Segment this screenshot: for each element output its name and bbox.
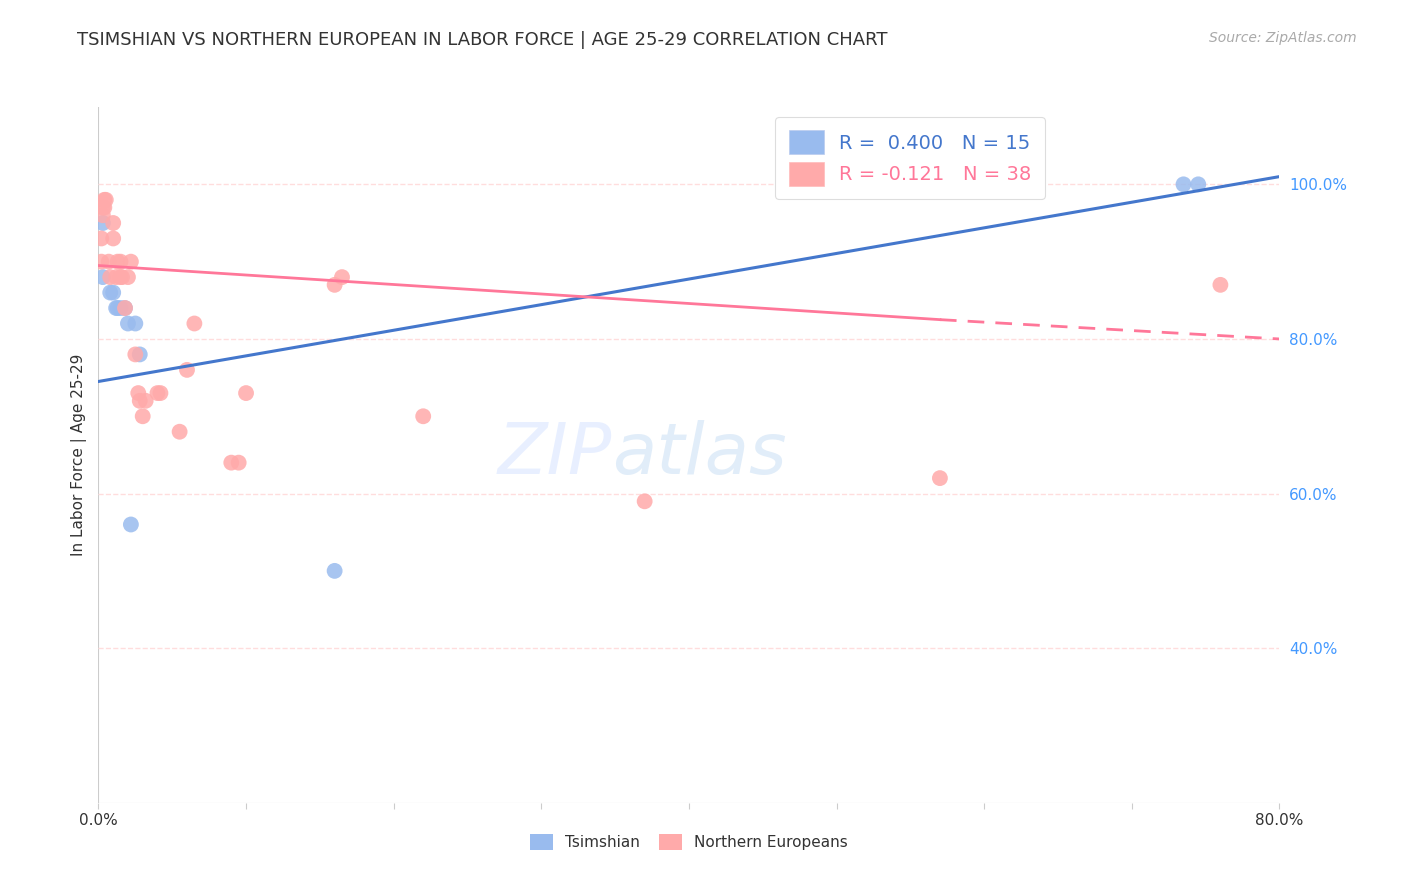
Point bbox=[235, 386, 257, 401]
Point bbox=[90, 254, 112, 268]
Point bbox=[98, 270, 121, 285]
Point bbox=[221, 456, 243, 470]
Point bbox=[127, 386, 149, 401]
Point bbox=[90, 231, 112, 245]
Point bbox=[120, 517, 142, 532]
Point bbox=[135, 393, 157, 408]
Point bbox=[120, 254, 142, 268]
Point bbox=[128, 393, 150, 408]
Point bbox=[117, 317, 139, 331]
Point bbox=[1209, 277, 1232, 292]
Point bbox=[412, 409, 434, 424]
Point bbox=[114, 301, 136, 315]
Point bbox=[93, 193, 115, 207]
Text: ZIP: ZIP bbox=[498, 420, 612, 490]
Point bbox=[94, 193, 117, 207]
Point bbox=[103, 231, 125, 245]
Point bbox=[110, 254, 132, 268]
Point bbox=[105, 270, 128, 285]
Point bbox=[128, 347, 150, 361]
Text: Source: ZipAtlas.com: Source: ZipAtlas.com bbox=[1209, 31, 1357, 45]
Point bbox=[183, 317, 205, 331]
Point bbox=[323, 564, 346, 578]
Point bbox=[91, 201, 114, 215]
Point bbox=[91, 270, 114, 285]
Point bbox=[124, 347, 146, 361]
Point bbox=[110, 301, 132, 315]
Point bbox=[1187, 178, 1209, 192]
Point bbox=[98, 285, 121, 300]
Point bbox=[330, 270, 353, 285]
Point bbox=[323, 277, 346, 292]
Point bbox=[117, 270, 139, 285]
Point bbox=[91, 216, 114, 230]
Point bbox=[107, 301, 129, 315]
Point bbox=[110, 270, 132, 285]
Point bbox=[103, 216, 125, 230]
Point bbox=[114, 301, 136, 315]
Point bbox=[634, 494, 657, 508]
Point bbox=[103, 285, 125, 300]
Y-axis label: In Labor Force | Age 25-29: In Labor Force | Age 25-29 bbox=[72, 354, 87, 556]
Point bbox=[169, 425, 191, 439]
Point bbox=[146, 386, 169, 401]
Point bbox=[228, 456, 250, 470]
Point bbox=[97, 254, 120, 268]
Point bbox=[91, 208, 114, 222]
Point bbox=[1173, 178, 1195, 192]
Point bbox=[149, 386, 172, 401]
Point bbox=[132, 409, 155, 424]
Text: TSIMSHIAN VS NORTHERN EUROPEAN IN LABOR FORCE | AGE 25-29 CORRELATION CHART: TSIMSHIAN VS NORTHERN EUROPEAN IN LABOR … bbox=[77, 31, 887, 49]
Point bbox=[93, 201, 115, 215]
Point bbox=[176, 363, 198, 377]
Point bbox=[124, 317, 146, 331]
Text: atlas: atlas bbox=[612, 420, 787, 490]
Point bbox=[107, 254, 129, 268]
Point bbox=[929, 471, 952, 485]
Legend: Tsimshian, Northern Europeans: Tsimshian, Northern Europeans bbox=[523, 827, 855, 858]
Point bbox=[111, 270, 134, 285]
Point bbox=[105, 301, 128, 315]
